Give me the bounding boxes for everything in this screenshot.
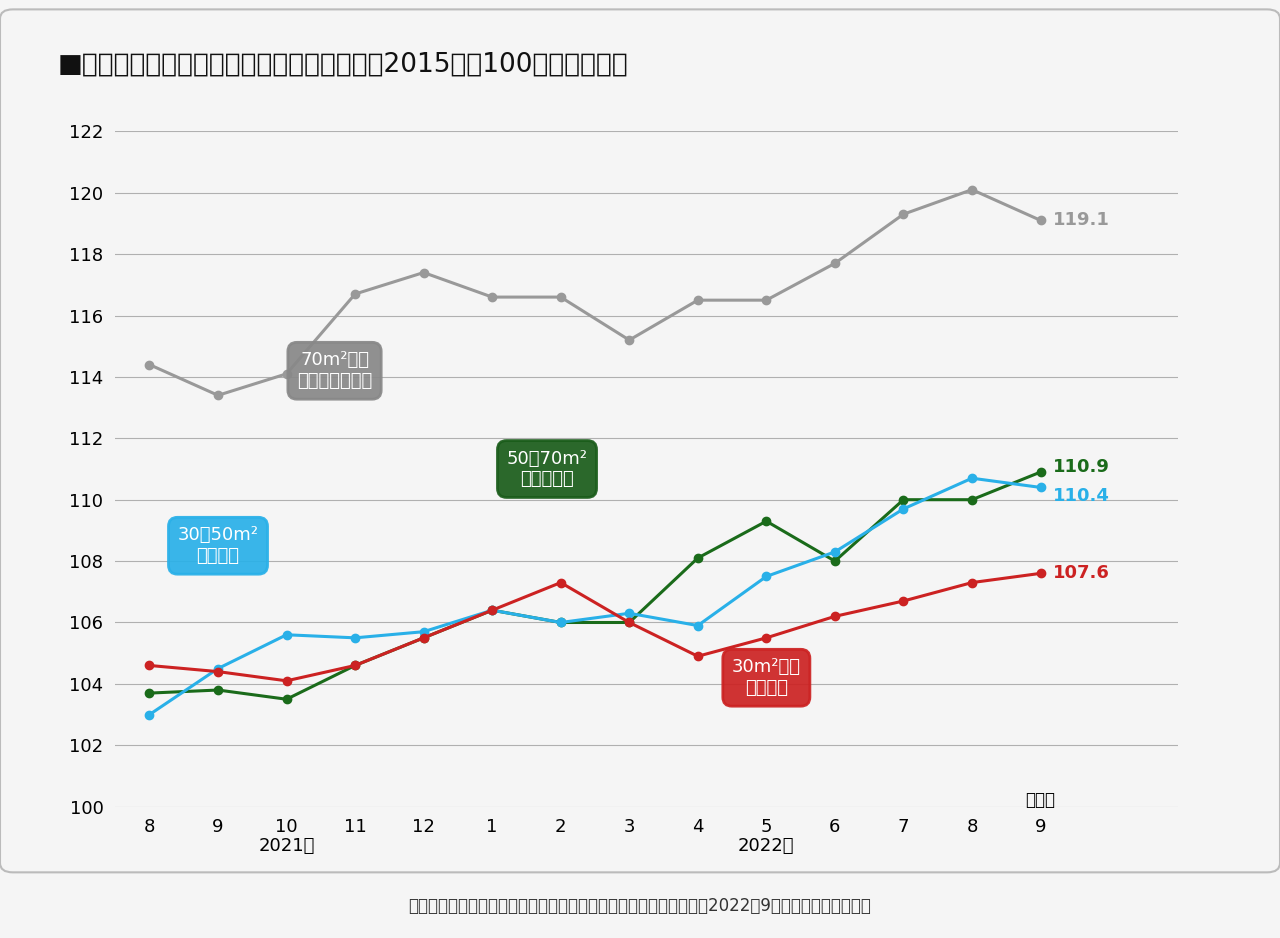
Text: 30～50m²
カップル: 30～50m² カップル: [178, 526, 259, 566]
Text: （月）: （月）: [1025, 792, 1056, 809]
Text: 30m²未満
シングル: 30m²未満 シングル: [732, 658, 801, 697]
Text: 出典：全国主要都市の「賃貸マンシン・アパート」募集家賌動向（2022年9月）アットホーム調べ: 出典：全国主要都市の「賃貸マンシン・アパート」募集家賌動向（2022年9月）アッ…: [408, 897, 872, 915]
Text: 110.4: 110.4: [1053, 487, 1110, 505]
Text: 110.9: 110.9: [1053, 458, 1110, 476]
Text: 50～70m²
ファミリー: 50～70m² ファミリー: [507, 449, 588, 489]
Text: 2022年: 2022年: [739, 838, 795, 855]
Text: 70m²以上
大型ファミリー: 70m²以上 大型ファミリー: [297, 352, 372, 390]
Text: 107.6: 107.6: [1053, 565, 1110, 582]
Text: ■千葉県－マンション平均家賌指数の推移（2015年＝100としたもの）: ■千葉県－マンション平均家賌指数の推移（2015年＝100としたもの）: [58, 52, 628, 78]
Text: 2021年: 2021年: [259, 838, 315, 855]
Text: 119.1: 119.1: [1053, 211, 1110, 230]
